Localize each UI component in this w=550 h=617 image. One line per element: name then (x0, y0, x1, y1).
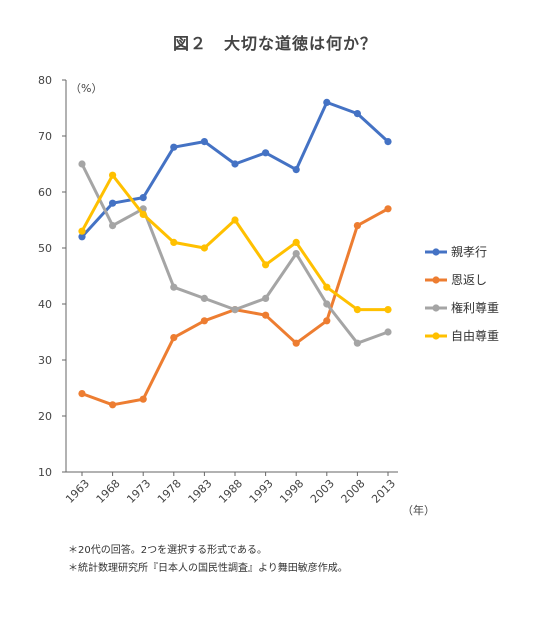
series-line (80, 173, 390, 312)
y-tick-label: 60 (38, 186, 52, 199)
y-tick-label: 50 (38, 242, 52, 255)
data-point (323, 98, 331, 106)
data-point (384, 205, 392, 213)
data-point (353, 110, 361, 118)
data-point (78, 233, 86, 241)
legend-swatch-marker (432, 248, 440, 256)
legend-label: 自由尊重 (451, 328, 499, 343)
data-point (323, 317, 331, 325)
x-tick-label: 2013 (369, 477, 398, 506)
data-point (231, 306, 239, 314)
data-point (78, 160, 86, 168)
data-point (200, 317, 208, 325)
x-tick-label: 1978 (155, 477, 184, 506)
x-tick-label: 1963 (63, 477, 92, 506)
x-tick-label: 1988 (216, 477, 245, 506)
data-point (323, 283, 331, 291)
data-point (353, 306, 361, 314)
data-point (231, 160, 239, 168)
chart-title: 図２ 大切な道徳は何か？ (172, 34, 377, 53)
data-point (109, 199, 117, 207)
x-axis-unit: （年） (402, 503, 435, 517)
legend-label: 権利尊重 (451, 300, 499, 315)
data-point (262, 311, 270, 319)
legend-swatch-marker (432, 276, 440, 284)
series-自由尊重 (78, 171, 392, 314)
legend-item: 恩返し (425, 273, 487, 287)
data-point (109, 401, 117, 409)
legend-item: 権利尊重 (425, 300, 499, 315)
data-point (109, 171, 117, 179)
legend-label: 親孝行 (451, 245, 487, 259)
x-tick-label: 1993 (247, 477, 276, 506)
data-point (170, 143, 178, 151)
data-point (384, 306, 392, 314)
data-point (139, 194, 147, 202)
x-tick-label: 1973 (124, 477, 153, 506)
x-tick-label: 1968 (94, 477, 123, 506)
data-point (200, 294, 208, 302)
series-line (80, 162, 390, 345)
legend-item: 親孝行 (425, 245, 487, 259)
data-point (323, 300, 331, 308)
data-point (384, 328, 392, 336)
x-tick-label: 1998 (277, 477, 306, 506)
data-point (139, 395, 147, 403)
data-point (78, 390, 86, 398)
y-tick-label: 40 (38, 298, 52, 311)
data-point (292, 238, 300, 246)
data-point (200, 138, 208, 146)
data-point (292, 339, 300, 347)
y-tick-label: 10 (38, 466, 52, 479)
data-point (109, 222, 117, 230)
data-point (170, 334, 178, 342)
data-point (170, 283, 178, 291)
data-point (384, 138, 392, 146)
footnote: ＊統計数理研究所『日本人の国民性調査』より舞田敏彦作成。 (68, 563, 348, 574)
data-point (231, 216, 239, 224)
x-tick-label: 1983 (186, 477, 215, 506)
data-point (292, 166, 300, 174)
data-point (139, 210, 147, 218)
axes: 10 20 30 40 50 60 70 80 1963 1968 1973 1978 1983 1988… (38, 74, 435, 517)
y-tick-label: 70 (38, 130, 52, 143)
data-point (353, 222, 361, 230)
legend-item: 自由尊重 (425, 328, 499, 343)
y-tick-label: 80 (38, 74, 52, 87)
legend-swatch-marker (432, 332, 440, 340)
legend-label: 恩返し (451, 273, 487, 287)
legend-swatch-marker (432, 304, 440, 312)
x-tick-label: 2008 (339, 477, 368, 506)
footnote: ＊20代の回答。2つを選択する形式である。 (68, 545, 267, 556)
series-権利尊重 (78, 160, 392, 347)
y-tick-label: 30 (38, 354, 52, 367)
y-tick-label: 20 (38, 410, 52, 423)
data-point (170, 238, 178, 246)
footnotes: ＊20代の回答。2つを選択する形式である。 ＊統計数理研究所『日本人の国民性調査… (68, 542, 348, 578)
data-point (353, 339, 361, 347)
data-point (200, 244, 208, 252)
data-point (292, 250, 300, 258)
data-point (262, 149, 270, 157)
series-layer (78, 98, 392, 409)
data-point (262, 294, 270, 302)
data-point (262, 261, 270, 269)
y-axis-unit: （%） (70, 82, 102, 95)
x-tick-label: 2003 (308, 477, 337, 506)
data-point (78, 227, 86, 235)
